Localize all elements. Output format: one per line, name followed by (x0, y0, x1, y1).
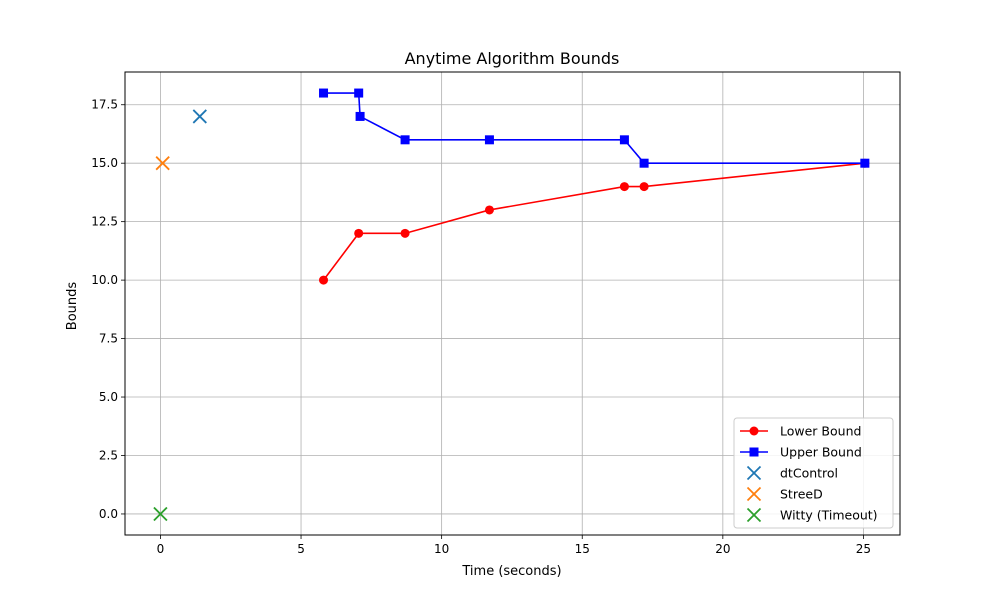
x-marker-stroke (155, 156, 170, 171)
x-tick-label: 0 (157, 542, 165, 556)
x-marker-stroke (746, 507, 762, 523)
y-tick-label: 15.0 (91, 156, 118, 170)
legend-label-dtcontrol: dtControl (780, 466, 838, 481)
y-tick-label: 0.0 (99, 507, 118, 521)
legend-label-lower-bound: Lower Bound (780, 424, 861, 439)
upper-bound-point (484, 135, 494, 145)
legend-marker-streed (746, 486, 762, 502)
legend-label-streed: StreeD (780, 487, 823, 502)
upper-bound-point (354, 88, 364, 98)
legend-label-witty-timeout: Witty (Timeout) (780, 508, 878, 523)
streed-point (155, 156, 170, 171)
lower-bound-point (400, 228, 410, 238)
lower-bound-point (319, 275, 329, 285)
x-tick-label: 25 (856, 542, 871, 556)
x-tick-label: 20 (715, 542, 730, 556)
x-marker-stroke (746, 486, 762, 502)
y-tick-label: 12.5 (91, 215, 118, 229)
upper-bound-line (323, 92, 865, 164)
plot-area (153, 88, 870, 522)
x-tick-label: 5 (297, 542, 305, 556)
legend-marker-witty-timeout (746, 507, 762, 523)
y-tick-label: 17.5 (91, 98, 118, 112)
lower-bound-point (639, 182, 649, 192)
y-axis-label: Bounds (65, 282, 80, 331)
legend-marker-lower-bound (749, 426, 759, 436)
upper-bound-point (619, 135, 629, 145)
legend: Lower Bound Upper Bound dtControl StreeD Wit… (733, 417, 894, 529)
legend-label-upper-bound: Upper Bound (780, 445, 862, 460)
upper-bound-point (860, 158, 870, 168)
plot-frame (124, 71, 901, 536)
x-tick-label: 15 (575, 542, 590, 556)
legend-marker-dtcontrol (746, 465, 762, 481)
upper-bound-point (355, 111, 365, 121)
x-marker-stroke (153, 506, 168, 522)
upper-bound-point (400, 135, 410, 145)
lower-bound-point (354, 228, 364, 238)
x-axis-label: Time (seconds) (461, 564, 561, 579)
x-tick-label: 10 (434, 542, 449, 556)
y-tick-label: 5.0 (99, 390, 118, 404)
y-tick-label: 10.0 (91, 273, 118, 287)
axes: 0 5 10 15 20 25 0.0 2.5 5.0 7.5 10.0 12.5 15.0 17.5 (91, 71, 901, 556)
x-marker-stroke (746, 465, 762, 481)
legend-marker-upper-bound (749, 447, 759, 457)
lower-bound-point (619, 182, 629, 192)
chart-title: Anytime Algorithm Bounds (405, 49, 620, 68)
x-marker-stroke (192, 109, 207, 124)
legend-box (733, 417, 894, 529)
witty-timeout-point (153, 506, 168, 522)
y-tick-label: 7.5 (99, 332, 118, 346)
y-tick-label: 2.5 (99, 448, 118, 462)
upper-bound-point (319, 88, 329, 98)
dtcontrol-point (192, 109, 207, 124)
upper-bound-point (639, 158, 649, 168)
lower-bound-point (484, 205, 494, 215)
